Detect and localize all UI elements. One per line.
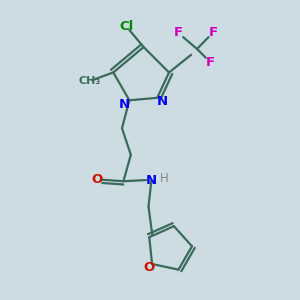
Text: F: F — [208, 26, 218, 39]
Text: N: N — [146, 174, 157, 187]
Text: O: O — [91, 173, 103, 186]
Text: F: F — [206, 56, 215, 69]
Text: N: N — [119, 98, 130, 111]
Text: F: F — [173, 26, 182, 39]
Text: N: N — [156, 95, 167, 108]
Text: Cl: Cl — [119, 20, 134, 33]
Text: CH₃: CH₃ — [79, 76, 101, 86]
Text: O: O — [143, 261, 154, 274]
Text: H: H — [159, 172, 168, 185]
